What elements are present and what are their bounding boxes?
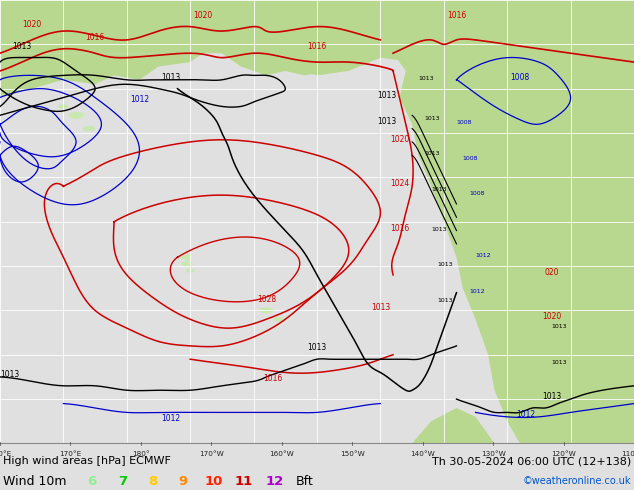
- Text: 110°W: 110°W: [621, 451, 634, 457]
- Ellipse shape: [181, 261, 193, 267]
- Text: 160°W: 160°W: [269, 451, 294, 457]
- Text: 1013: 1013: [437, 297, 453, 302]
- Text: 1013: 1013: [377, 117, 396, 126]
- Text: 1016: 1016: [390, 223, 409, 233]
- Text: 1013: 1013: [552, 324, 567, 329]
- Text: 1013: 1013: [418, 76, 434, 81]
- Text: 1008: 1008: [510, 73, 529, 82]
- Text: 1024: 1024: [390, 179, 409, 188]
- Text: 1012: 1012: [162, 414, 181, 423]
- Text: 1016: 1016: [263, 374, 282, 383]
- Polygon shape: [412, 408, 495, 443]
- Text: 1013: 1013: [552, 360, 567, 365]
- Ellipse shape: [273, 317, 285, 321]
- Text: 1013: 1013: [377, 91, 396, 99]
- Text: 1013: 1013: [425, 116, 441, 121]
- Ellipse shape: [186, 269, 195, 272]
- Text: 170°E: 170°E: [60, 451, 82, 457]
- Text: 1013: 1013: [431, 226, 447, 232]
- Polygon shape: [0, 53, 203, 98]
- Text: 1013: 1013: [542, 392, 561, 401]
- Text: 1016: 1016: [447, 11, 466, 20]
- Text: High wind areas [hPa] ECMWF: High wind areas [hPa] ECMWF: [3, 456, 171, 466]
- Text: 1013: 1013: [162, 73, 181, 82]
- Polygon shape: [0, 0, 634, 75]
- Text: 1008: 1008: [463, 156, 478, 161]
- Ellipse shape: [82, 126, 95, 131]
- Text: 1013: 1013: [13, 42, 32, 51]
- Ellipse shape: [68, 112, 84, 119]
- Text: 120°W: 120°W: [551, 451, 576, 457]
- Text: 1013: 1013: [425, 151, 441, 156]
- Text: 1013: 1013: [437, 262, 453, 267]
- Text: 1020: 1020: [542, 312, 561, 321]
- Text: 140°W: 140°W: [410, 451, 435, 457]
- Text: 1013: 1013: [307, 343, 327, 352]
- Text: 180°: 180°: [132, 451, 150, 457]
- Text: 1016: 1016: [307, 42, 327, 51]
- Text: 1008: 1008: [469, 191, 484, 196]
- Text: 170°W: 170°W: [199, 451, 224, 457]
- Text: Th 30-05-2024 06:00 UTC (12+138): Th 30-05-2024 06:00 UTC (12+138): [432, 456, 631, 466]
- Text: 1012: 1012: [130, 95, 149, 104]
- Text: Bft: Bft: [296, 475, 314, 488]
- Text: 1020: 1020: [193, 11, 212, 20]
- Polygon shape: [178, 253, 190, 262]
- Text: 11: 11: [235, 475, 253, 488]
- Text: Wind 10m: Wind 10m: [3, 475, 67, 488]
- Text: ©weatheronline.co.uk: ©weatheronline.co.uk: [522, 476, 631, 487]
- Text: 1028: 1028: [257, 294, 276, 303]
- Text: 1020: 1020: [22, 20, 41, 28]
- Text: 1013: 1013: [0, 370, 19, 379]
- Text: 130°W: 130°W: [481, 451, 505, 457]
- Text: 1016: 1016: [86, 33, 105, 42]
- Text: 1012: 1012: [517, 410, 536, 419]
- Text: 1013: 1013: [371, 303, 390, 313]
- Polygon shape: [222, 0, 393, 75]
- Text: 180°E: 180°E: [0, 451, 11, 457]
- Text: 1008: 1008: [456, 120, 472, 125]
- Text: 9: 9: [179, 475, 188, 488]
- Text: 1012: 1012: [476, 253, 491, 258]
- Text: 12: 12: [266, 475, 283, 488]
- Text: 1013: 1013: [431, 187, 447, 192]
- Ellipse shape: [58, 104, 68, 109]
- Text: 1012: 1012: [469, 289, 485, 294]
- Text: 1020: 1020: [390, 135, 409, 144]
- Text: 020: 020: [545, 268, 559, 277]
- Text: 10: 10: [205, 475, 223, 488]
- Polygon shape: [393, 0, 634, 443]
- Text: 6: 6: [87, 475, 96, 488]
- Text: 7: 7: [118, 475, 127, 488]
- Text: 150°W: 150°W: [340, 451, 365, 457]
- Text: 8: 8: [148, 475, 157, 488]
- Ellipse shape: [259, 307, 273, 314]
